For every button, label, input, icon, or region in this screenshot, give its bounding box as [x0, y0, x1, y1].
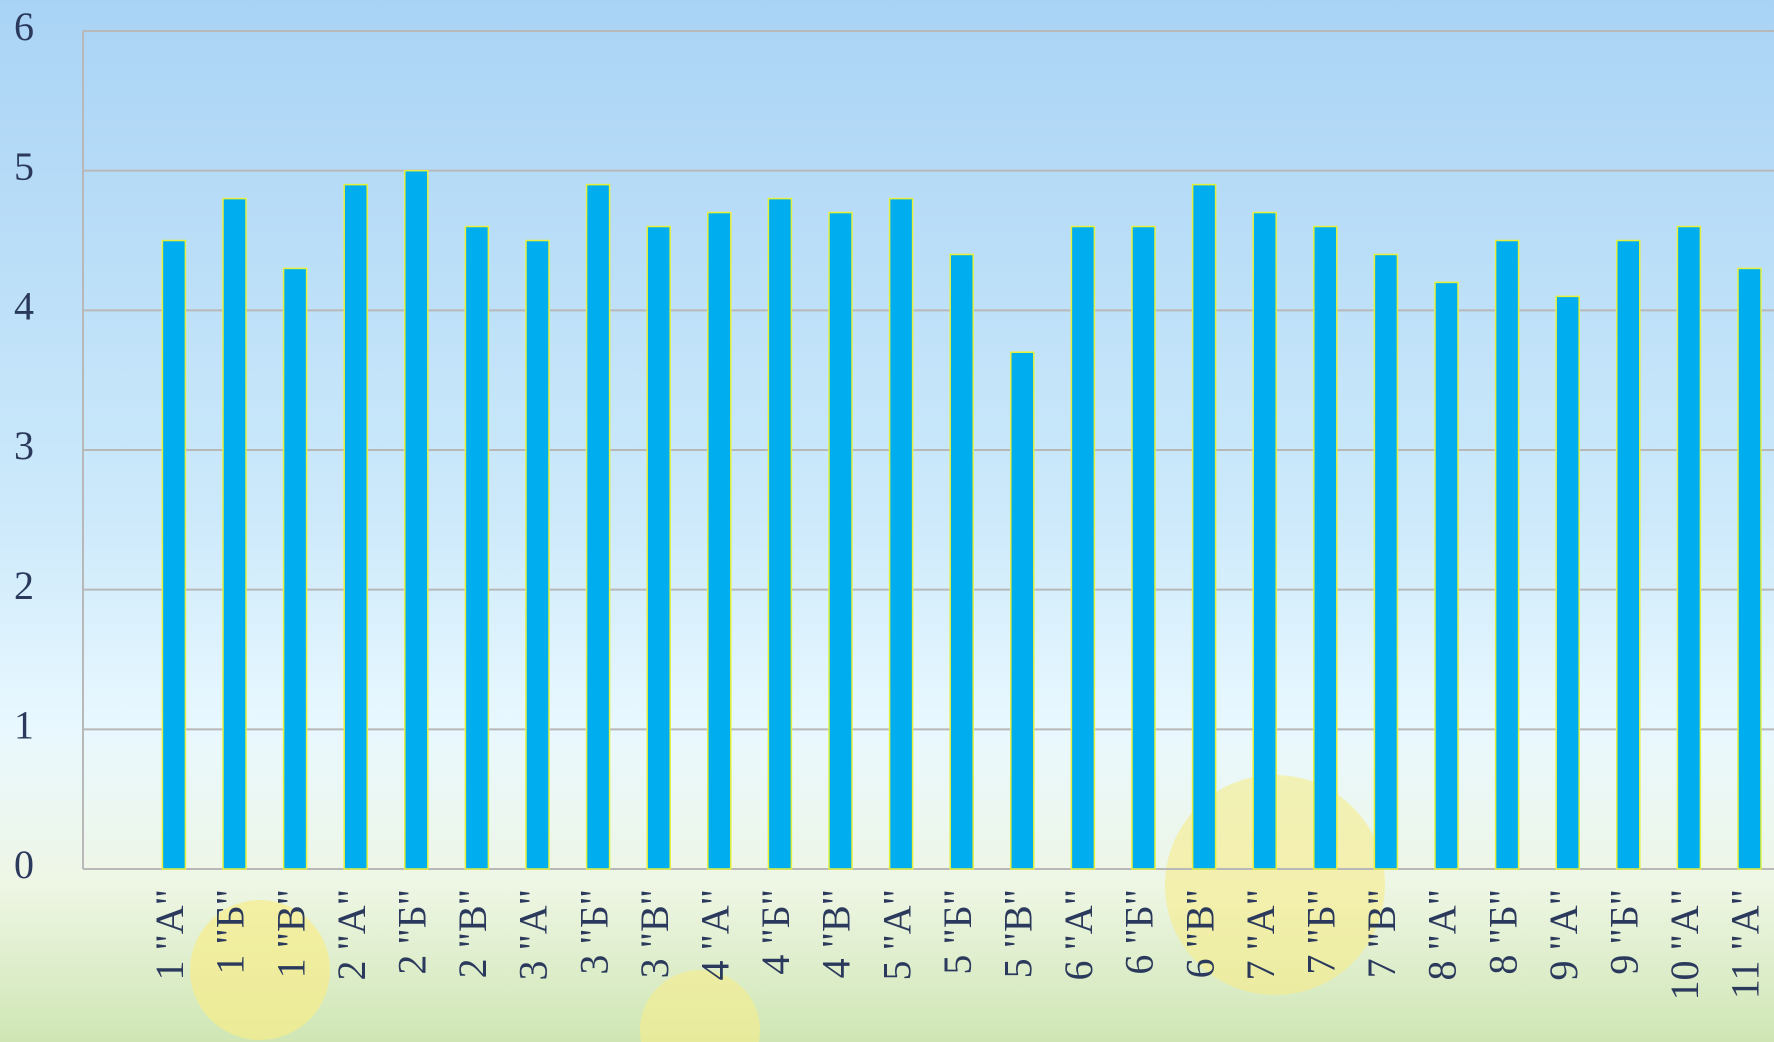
bar: [1737, 267, 1762, 870]
bar: [646, 225, 671, 870]
y-tick-label: 6: [14, 4, 34, 49]
x-tick-label: 4 "Б": [753, 889, 798, 975]
x-tick-label: 6 "А": [1056, 889, 1101, 981]
x-tick-label: 3 "А": [511, 889, 556, 981]
x-tick-label: 1 "В": [268, 889, 313, 978]
x-tick-label: 4 "А": [692, 889, 737, 981]
x-tick-label: 9 "А": [1541, 889, 1586, 981]
x-tick-label: 9 "Б": [1601, 889, 1646, 975]
bar: [1010, 351, 1035, 870]
x-tick-label: 3 "В": [632, 889, 677, 978]
y-tick-label: 1: [14, 703, 34, 748]
x-tick-label: 5 "А": [874, 889, 919, 981]
bar: [1676, 225, 1702, 870]
bar: [767, 197, 793, 870]
x-tick-label: 2 "А": [329, 889, 374, 981]
y-tick-label: 2: [14, 563, 34, 608]
bar: [1131, 225, 1156, 870]
x-tick-label: 2 "В": [450, 889, 495, 978]
bar: [888, 197, 914, 870]
x-tick-label: 8 "Б": [1480, 889, 1525, 975]
bar: [1252, 211, 1277, 870]
x-tick-label: 1 "Б": [208, 889, 253, 975]
bar: [1555, 295, 1580, 870]
x-tick-label: 5 "Б": [935, 889, 980, 975]
x-tick-label: 2 "Б": [389, 889, 434, 975]
y-tick-label: 0: [14, 842, 34, 887]
bar: [282, 267, 308, 870]
bar: [1434, 281, 1459, 870]
x-tick-label: 3 "Б": [571, 889, 616, 975]
bar: [161, 239, 187, 870]
bar: [1313, 225, 1338, 870]
bar: [828, 211, 853, 870]
flower-center: [190, 900, 330, 1040]
bar: [464, 225, 490, 870]
bar: [404, 169, 429, 870]
bar: [949, 253, 974, 870]
flower-center: [640, 970, 760, 1042]
x-tick-label: 6 "В": [1177, 889, 1222, 978]
y-tick-label: 5: [14, 144, 34, 189]
x-tick-label: 7 "В": [1359, 889, 1404, 978]
x-tick-label: 6 "Б": [1117, 889, 1162, 975]
x-tick-label: 7 "А": [1238, 889, 1283, 981]
bar: [1616, 239, 1641, 870]
bar: [707, 211, 732, 870]
x-tick-label: 7 "Б": [1298, 889, 1343, 975]
bar: [1070, 225, 1096, 870]
x-tick-label: 5 "В": [995, 889, 1040, 978]
bar: [222, 197, 247, 870]
y-tick-label: 4: [14, 284, 34, 329]
bar: [585, 183, 611, 870]
x-tick-label: 4 "В": [814, 889, 859, 978]
bar: [1373, 253, 1399, 870]
bar: [1191, 183, 1217, 870]
x-tick-label: 1 "А": [147, 889, 192, 981]
bar: [1494, 239, 1520, 870]
x-tick-label: 8 "А": [1420, 889, 1465, 981]
bar: [343, 183, 368, 870]
x-tick-label: 10 "А": [1662, 889, 1707, 1001]
y-tick-label: 3: [14, 423, 34, 468]
x-tick-label: 11 "А": [1723, 889, 1768, 999]
bar: [525, 239, 550, 870]
